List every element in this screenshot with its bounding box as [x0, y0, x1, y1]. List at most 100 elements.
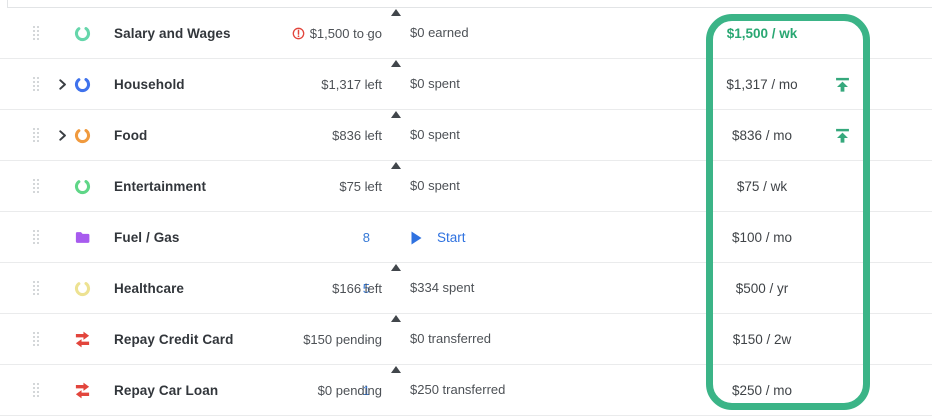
budget-amount[interactable]: $836 / mo [731, 128, 793, 143]
transaction-count[interactable]: 5 [362, 281, 370, 296]
bar-left-label: $250 transferred [410, 382, 506, 397]
transaction-count: - [365, 128, 370, 143]
category-name[interactable]: Repay Credit Card [114, 332, 234, 347]
category-icon [73, 24, 91, 42]
start-button[interactable]: Start [410, 212, 466, 263]
bar-right-label: $836 left [332, 114, 382, 156]
category-name[interactable]: Repay Car Loan [114, 383, 219, 398]
category-icon [73, 75, 91, 93]
progress-bar-cell: $0 earned $1,500 to go [292, 9, 691, 54]
bar-right-label: $75 left [339, 165, 382, 207]
bar-left-label: $0 spent [410, 76, 460, 91]
budget-row: Salary and Wages - $0 earned $1,500 to g… [0, 8, 932, 59]
budget-rows: Salary and Wages - $0 earned $1,500 to g… [0, 8, 932, 416]
budget-row: Food - $0 spent $836 left $836 / mo [0, 110, 932, 161]
drag-handle-icon[interactable] [33, 26, 39, 40]
bar-right-label: $150 pending [303, 318, 382, 360]
drag-handle-icon[interactable] [33, 230, 39, 244]
budget-cell: $100 / mo [700, 212, 870, 263]
budget-amount[interactable]: $250 / mo [731, 383, 793, 398]
budget-amount[interactable]: $150 / 2w [732, 332, 792, 347]
category-icon [73, 126, 91, 144]
budget-cell: $500 / yr [700, 263, 870, 314]
progress-bar-cell: $0 transferred $150 pending [303, 315, 691, 360]
bar-left-label: $0 spent [410, 127, 460, 142]
expand-chevron-icon[interactable] [55, 128, 69, 142]
category-name[interactable]: Fuel / Gas [114, 230, 180, 245]
drag-handle-icon[interactable] [33, 332, 39, 346]
transaction-count[interactable]: 8 [362, 230, 370, 245]
expand-chevron-icon[interactable] [55, 77, 69, 91]
progress-bar-cell: $0 spent $1,317 left [321, 60, 691, 105]
category-name[interactable]: Healthcare [114, 281, 185, 296]
budget-cell: $836 / mo [700, 110, 870, 161]
transaction-count: - [365, 77, 370, 92]
increase-budget-icon[interactable] [830, 127, 854, 144]
start-button-label: Start [437, 230, 466, 245]
bar-left-label: $0 spent [410, 178, 460, 193]
play-icon [411, 231, 422, 244]
transaction-count: - [365, 179, 370, 194]
bar-right-text: $166 left [332, 280, 382, 296]
table-top-tick [7, 0, 8, 7]
drag-handle-icon[interactable] [33, 179, 39, 193]
budget-cell: $1,317 / mo [700, 59, 870, 110]
budget-cell: $75 / wk [700, 161, 870, 212]
category-name[interactable]: Household [114, 77, 185, 92]
category-icon [73, 279, 91, 297]
budget-cell: $1,500 / wk [700, 8, 870, 59]
period-marker-icon [391, 162, 401, 169]
budget-amount[interactable]: $75 / wk [736, 179, 788, 194]
bar-right-text: $0 pending [317, 382, 382, 398]
bar-right-label: $166 left [332, 267, 382, 309]
budget-cell: $250 / mo [700, 365, 870, 416]
bar-right-text: $150 pending [303, 331, 382, 347]
budget-row: Household - $0 spent $1,317 left $1,317 … [0, 59, 932, 110]
drag-handle-icon[interactable] [33, 77, 39, 91]
category-name[interactable]: Food [114, 128, 148, 143]
drag-handle-icon[interactable] [33, 383, 39, 397]
budget-row: Repay Car Loan 1 $250 transferred $0 pen… [0, 365, 932, 416]
bar-right-label: $0 pending [318, 369, 382, 411]
transaction-count: - [365, 26, 370, 41]
bar-right-text: $836 left [332, 127, 382, 143]
budget-amount[interactable]: $500 / yr [735, 281, 789, 296]
bar-right-label: $1,317 left [321, 63, 382, 105]
budget-amount[interactable]: $1,500 / wk [726, 26, 798, 41]
period-marker-icon [391, 315, 401, 322]
drag-handle-icon[interactable] [33, 281, 39, 295]
category-name[interactable]: Entertainment [114, 179, 207, 194]
budget-cell: $150 / 2w [700, 314, 870, 365]
drag-handle-icon[interactable] [33, 128, 39, 142]
transaction-count[interactable]: 1 [362, 383, 370, 398]
budget-row: Healthcare 5 $334 spent $166 left $500 /… [0, 263, 932, 314]
progress-bar-cell: $0 spent $836 left [332, 111, 691, 156]
period-marker-icon [391, 111, 401, 118]
progress-bar-cell: $250 transferred $0 pending [318, 366, 691, 411]
progress-bar-cell: $0 spent $75 left [339, 162, 691, 207]
bar-left-label: $0 earned [410, 25, 469, 40]
increase-budget-icon[interactable] [830, 76, 854, 93]
budget-row: Entertainment - $0 spent $75 left $75 / … [0, 161, 932, 212]
overdue-alert-icon [292, 27, 305, 39]
period-marker-icon [391, 264, 401, 271]
budget-row: Fuel / Gas 8 Start $100 / mo [0, 212, 932, 263]
category-icon [73, 177, 91, 195]
bar-right-label: $1,500 to go [292, 12, 382, 54]
category-name[interactable]: Salary and Wages [114, 26, 231, 41]
transaction-count: - [365, 332, 370, 347]
bar-right-text: $1,317 left [321, 76, 382, 92]
table-top-border [7, 7, 932, 8]
budget-amount[interactable]: $100 / mo [731, 230, 793, 245]
category-icon [73, 381, 91, 399]
budget-amount[interactable]: $1,317 / mo [726, 77, 798, 92]
category-icon [73, 330, 91, 348]
period-marker-icon [391, 60, 401, 67]
bar-right-text: $1,500 to go [309, 25, 382, 41]
bar-left-label: $0 transferred [410, 331, 491, 346]
period-marker-icon [391, 366, 401, 373]
bar-right-text: $75 left [339, 178, 382, 194]
progress-bar-cell: $334 spent $166 left [332, 264, 691, 309]
category-icon [73, 228, 91, 246]
